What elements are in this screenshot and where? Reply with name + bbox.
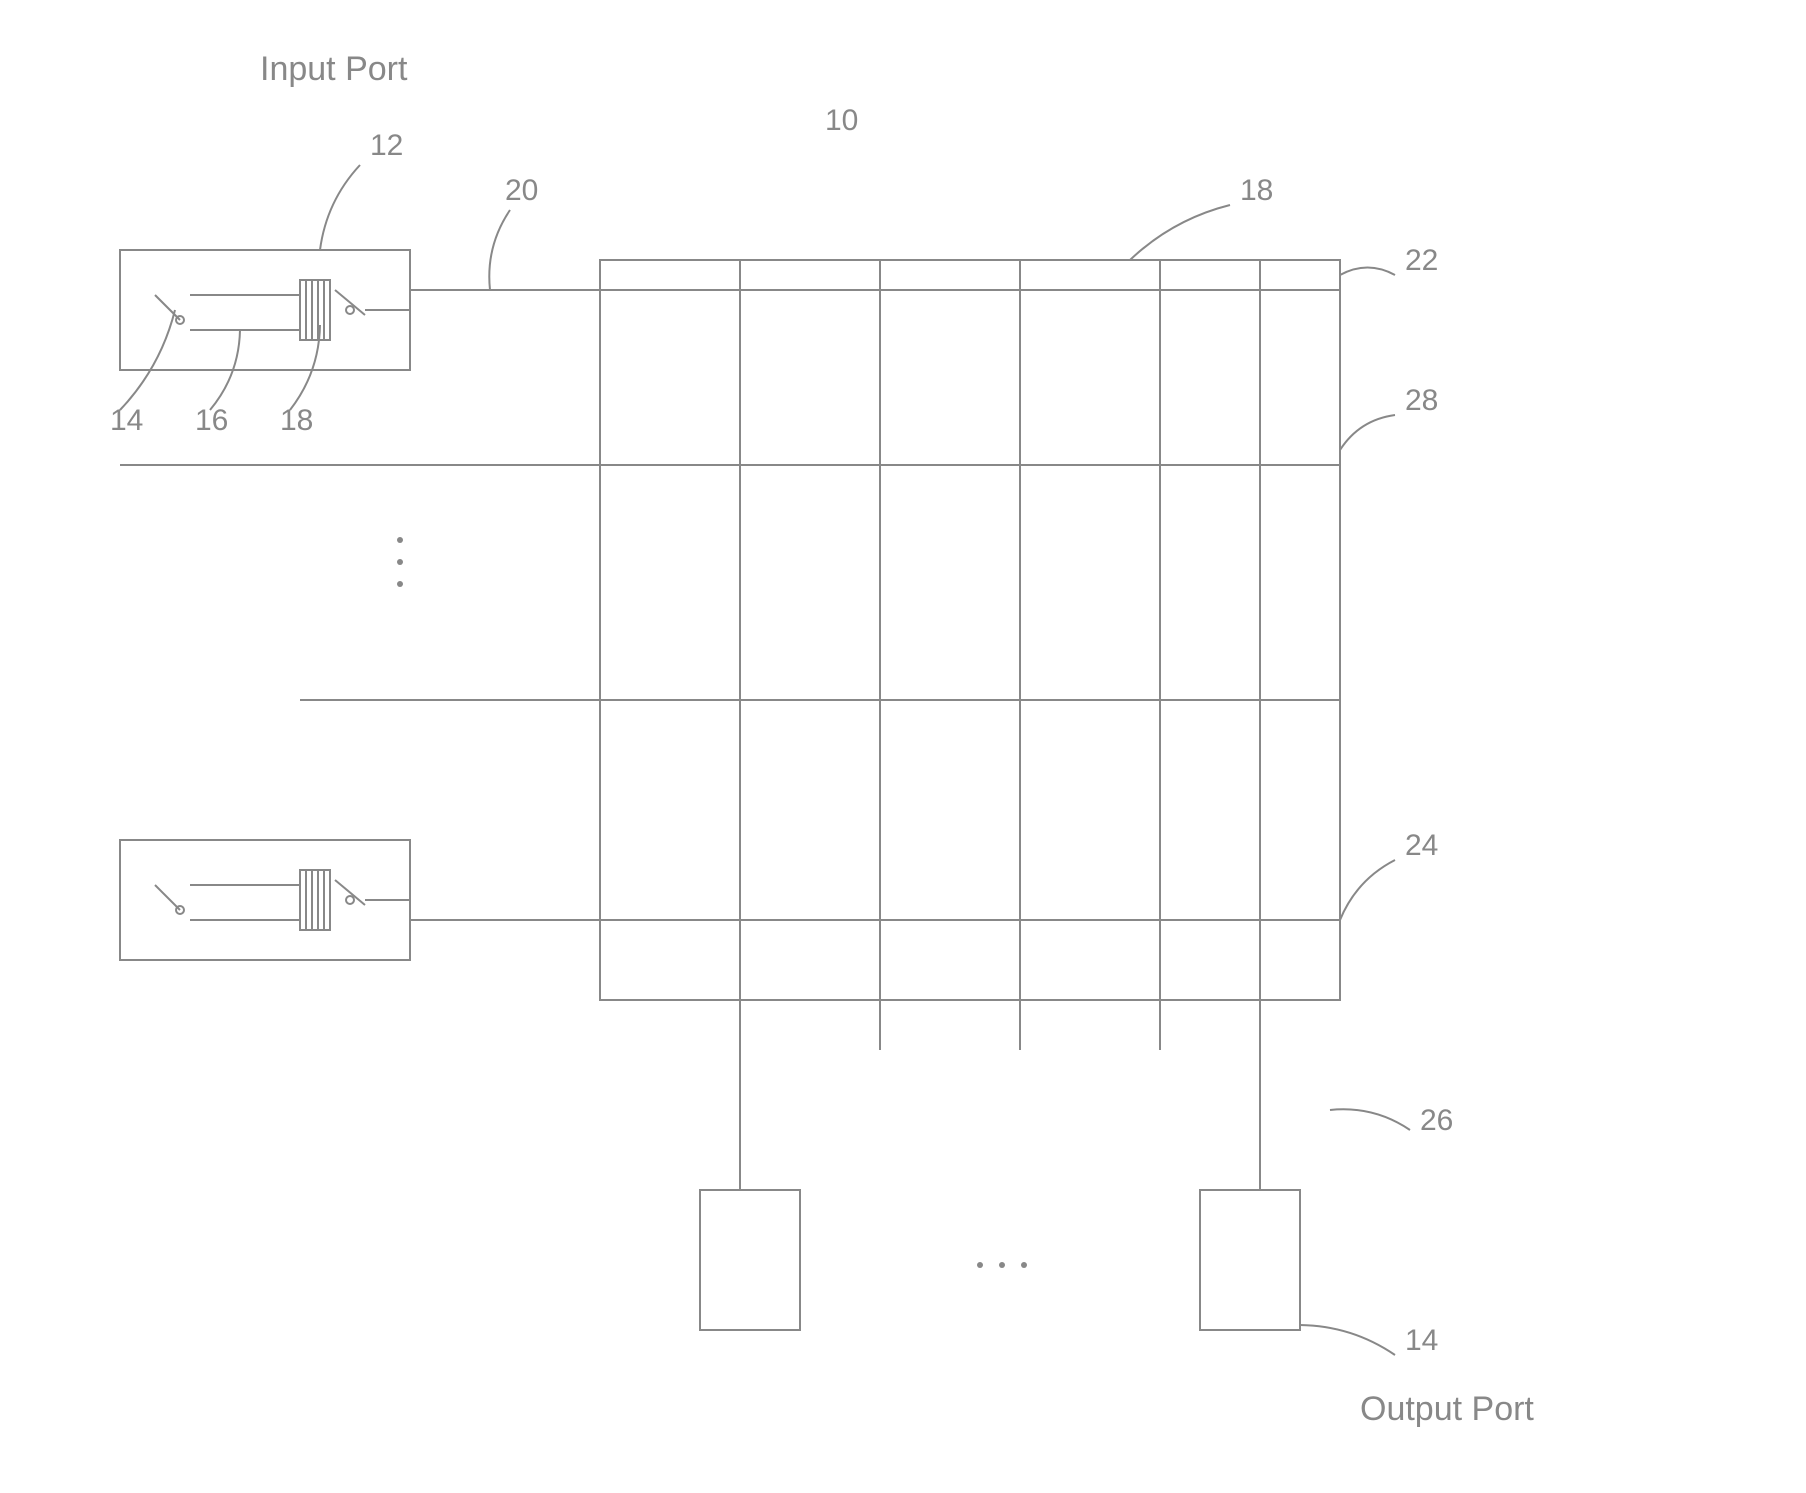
ref-r20: 20 [505, 174, 538, 207]
ref-r18b: 18 [1240, 174, 1273, 207]
ref-r12: 12 [370, 129, 403, 162]
ref-r18a: 18 [280, 404, 313, 437]
ref-r26: 26 [1420, 1104, 1453, 1137]
ref-r16: 16 [195, 404, 228, 437]
ref-r28: 28 [1405, 384, 1438, 417]
ref-r14a: 14 [110, 404, 143, 437]
ref-r14b: 14 [1405, 1324, 1438, 1357]
diagram-svg: Input Port Output Port 10 12 14 16 18 18 20 22 24 2… [0, 0, 1806, 1493]
ref-r10: 10 [825, 104, 858, 137]
ref-r24: 24 [1405, 829, 1438, 862]
ref-r22: 22 [1405, 244, 1438, 277]
output-port-label: Output Port [1360, 1390, 1534, 1428]
input-port-label: Input Port [260, 50, 408, 88]
